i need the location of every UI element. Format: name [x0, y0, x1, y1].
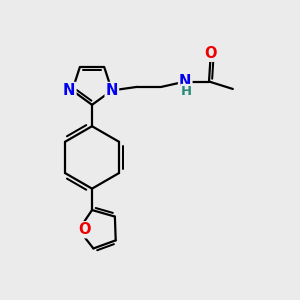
- Text: N: N: [106, 83, 118, 98]
- Text: O: O: [204, 46, 217, 61]
- Text: N: N: [179, 74, 191, 89]
- Text: O: O: [78, 222, 90, 237]
- Text: H: H: [181, 85, 192, 98]
- Text: N: N: [63, 83, 76, 98]
